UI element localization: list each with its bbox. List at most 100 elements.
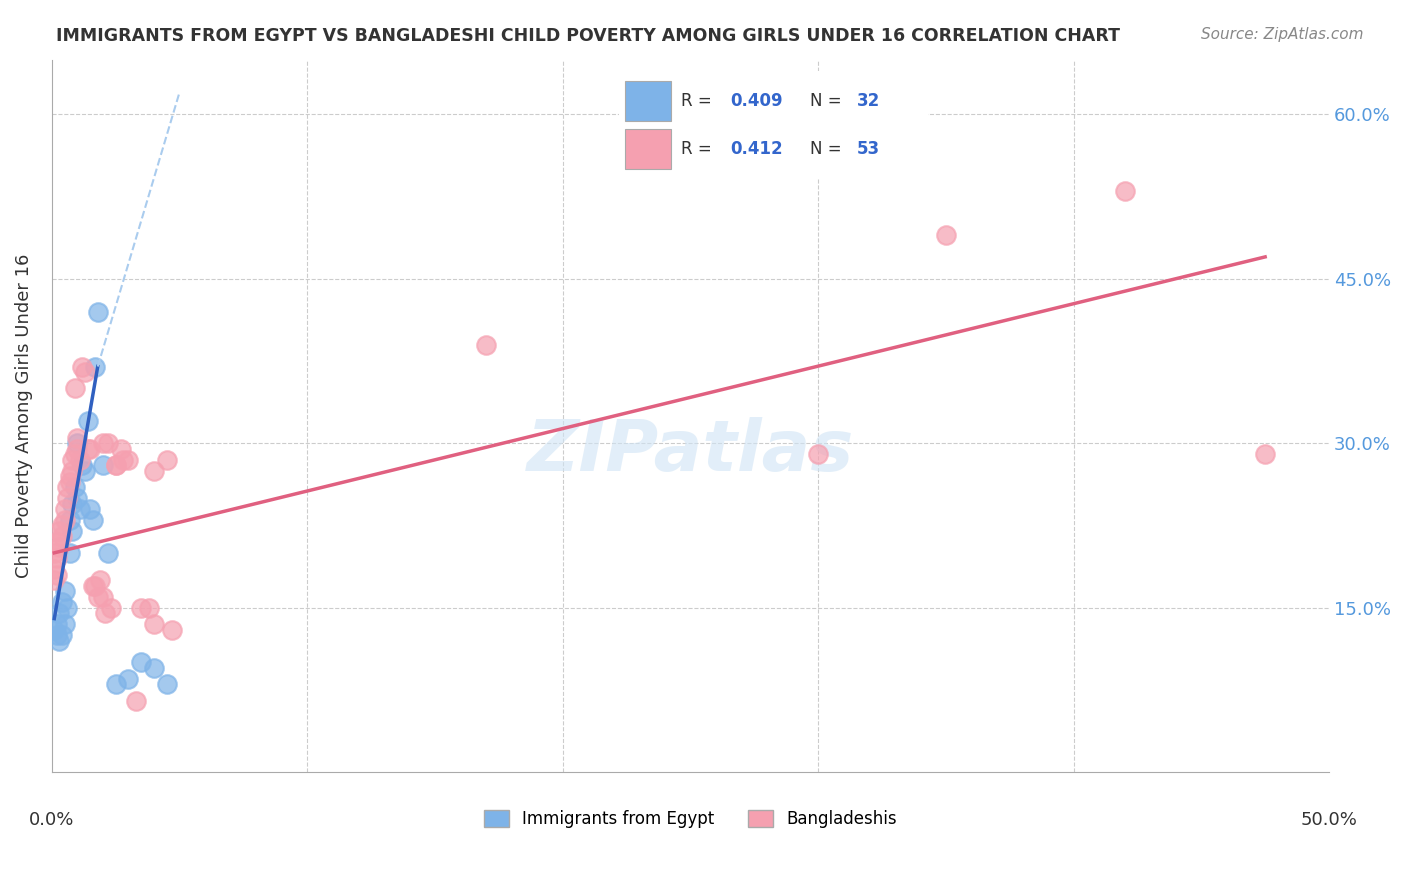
Legend: Immigrants from Egypt, Bangladeshis: Immigrants from Egypt, Bangladeshis (477, 804, 904, 835)
Text: 32: 32 (856, 93, 880, 111)
Point (129, 656, 152, 670)
Point (91, 436, 114, 450)
Point (72, 359, 94, 374)
Point (44, 562, 66, 576)
Point (76, 414, 98, 428)
Point (935, 227, 957, 242)
Text: IMMIGRANTS FROM EGYPT VS BANGLADESHI CHILD POVERTY AMONG GIRLS UNDER 16 CORRELAT: IMMIGRANTS FROM EGYPT VS BANGLADESHI CHI… (56, 27, 1121, 45)
Point (104, 677, 127, 691)
Point (63, 381, 86, 395)
Point (51, 595, 73, 609)
Point (51, 628, 73, 642)
Point (94, 606, 117, 620)
Point (48, 633, 70, 648)
Text: 0.0%: 0.0% (30, 811, 75, 830)
FancyBboxPatch shape (624, 129, 671, 169)
Point (45, 628, 67, 642)
Point (104, 458, 127, 472)
Point (45, 617, 67, 632)
Point (79, 442, 101, 456)
Point (89, 573, 111, 587)
Point (82, 579, 104, 593)
Text: ZIPatlas: ZIPatlas (527, 417, 853, 486)
Point (59, 513, 82, 527)
Point (66, 436, 89, 450)
Point (84, 579, 107, 593)
Point (60, 464, 83, 478)
Text: N =: N = (810, 93, 848, 111)
Text: 0.409: 0.409 (730, 93, 783, 111)
Point (110, 442, 132, 456)
Point (66, 442, 89, 456)
Point (117, 672, 139, 686)
Text: R =: R = (681, 141, 717, 159)
Point (142, 464, 165, 478)
Point (59, 475, 82, 489)
Point (53, 502, 76, 516)
Point (104, 458, 127, 472)
Text: 0.412: 0.412 (730, 141, 783, 159)
Point (160, 623, 183, 637)
Point (807, 447, 830, 461)
Point (117, 452, 139, 467)
Point (91, 458, 114, 472)
Point (73, 365, 96, 379)
Point (129, 600, 152, 615)
Point (475, 337, 498, 351)
FancyBboxPatch shape (624, 81, 671, 120)
Point (44, 546, 66, 560)
Text: 50.0%: 50.0% (1301, 811, 1357, 830)
Point (142, 617, 165, 632)
Point (48, 524, 70, 538)
Point (63, 447, 86, 461)
Point (51, 518, 73, 533)
Point (1254, 447, 1277, 461)
Y-axis label: Child Poverty Among Girls Under 16: Child Poverty Among Girls Under 16 (15, 253, 32, 578)
Point (87, 304, 110, 318)
Point (156, 677, 179, 691)
Point (53, 513, 76, 527)
Point (142, 661, 165, 675)
Point (76, 442, 98, 456)
Point (66, 491, 89, 505)
Point (125, 694, 148, 708)
Point (48, 606, 70, 620)
Point (44, 623, 66, 637)
Point (44, 573, 66, 587)
Point (91, 590, 114, 604)
Text: R =: R = (681, 93, 717, 111)
Point (48, 541, 70, 555)
Point (53, 584, 76, 599)
Text: 53: 53 (856, 141, 880, 159)
Point (73, 464, 96, 478)
Point (56, 480, 79, 494)
Point (53, 617, 76, 632)
Point (1114, 184, 1136, 198)
Point (45, 534, 67, 549)
Point (60, 452, 83, 467)
Point (69, 452, 91, 467)
Text: N =: N = (810, 141, 848, 159)
Point (138, 600, 160, 615)
Point (60, 524, 83, 538)
Point (82, 513, 104, 527)
FancyBboxPatch shape (613, 70, 934, 180)
Point (100, 600, 122, 615)
Point (51, 529, 73, 543)
Point (56, 600, 79, 615)
Point (97, 546, 120, 560)
Point (156, 452, 179, 467)
Point (63, 480, 86, 494)
Point (69, 502, 91, 516)
Point (56, 491, 79, 505)
Point (79, 502, 101, 516)
Point (87, 590, 110, 604)
Point (60, 496, 83, 510)
Point (59, 469, 82, 483)
Point (66, 431, 89, 445)
Point (97, 436, 120, 450)
Point (72, 458, 94, 472)
Point (59, 546, 82, 560)
Text: Source: ZipAtlas.com: Source: ZipAtlas.com (1201, 27, 1364, 42)
Point (84, 359, 107, 374)
